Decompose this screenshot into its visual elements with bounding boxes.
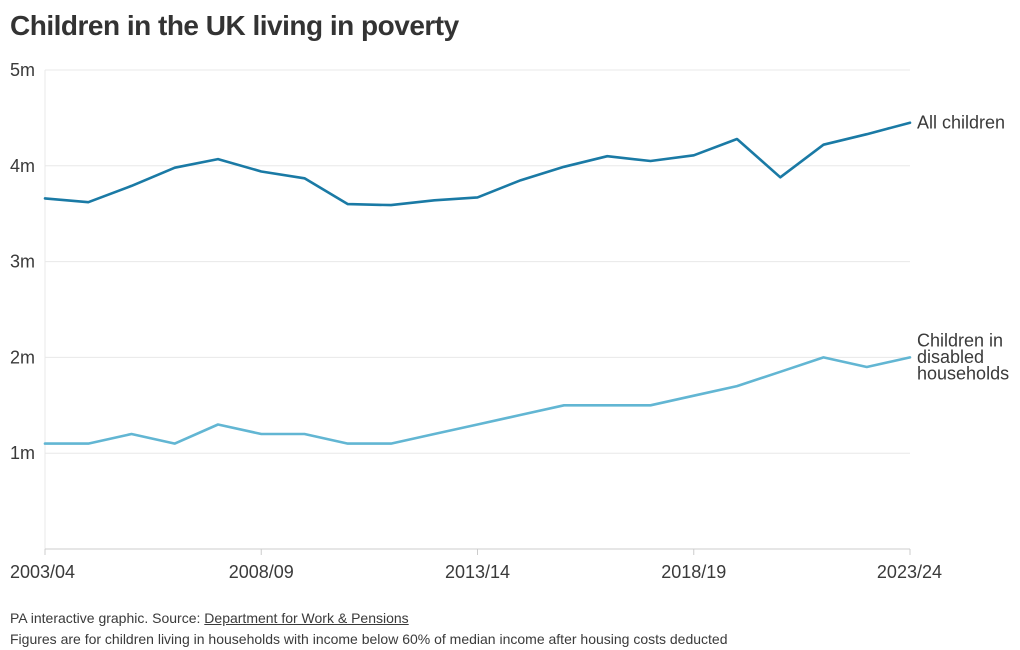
source-line: PA interactive graphic. Source: Departme…: [10, 610, 409, 626]
x-tick-label: 2008/09: [229, 562, 294, 582]
source-link[interactable]: Department for Work & Pensions: [204, 610, 409, 626]
x-tick-label: 2003/04: [10, 562, 75, 582]
x-tick-label: 2013/14: [445, 562, 510, 582]
y-tick-label: 2m: [10, 347, 35, 367]
source-prefix: PA interactive graphic. Source:: [10, 610, 205, 626]
x-tick-label: 2023/24: [877, 562, 942, 582]
series-line-all-children: [43, 121, 912, 207]
axes: [44, 70, 911, 555]
series-lines: [43, 121, 912, 445]
footnote: Figures are for children living in house…: [10, 631, 728, 647]
y-tick-label: 1m: [10, 443, 35, 463]
grid-lines: [45, 69, 910, 454]
x-tick-label: 2018/19: [661, 562, 726, 582]
y-tick-label: 3m: [10, 252, 35, 272]
series-label-disabled-households: Children in: [917, 330, 1003, 350]
chart-title: Children in the UK living in poverty: [10, 10, 459, 41]
series-label-disabled-households: disabled: [917, 347, 984, 367]
series-label-all-children: All children: [917, 113, 1005, 133]
y-tick-label: 4m: [10, 156, 35, 176]
y-tick-label: 5m: [10, 60, 35, 80]
series-label-disabled-households: households: [917, 363, 1009, 383]
labels: 1m 2m 3m 4m 5m 2003/04 2008/09 2013/14 2018/19 20…: [10, 60, 1009, 582]
series-line-disabled-households: [43, 356, 912, 445]
